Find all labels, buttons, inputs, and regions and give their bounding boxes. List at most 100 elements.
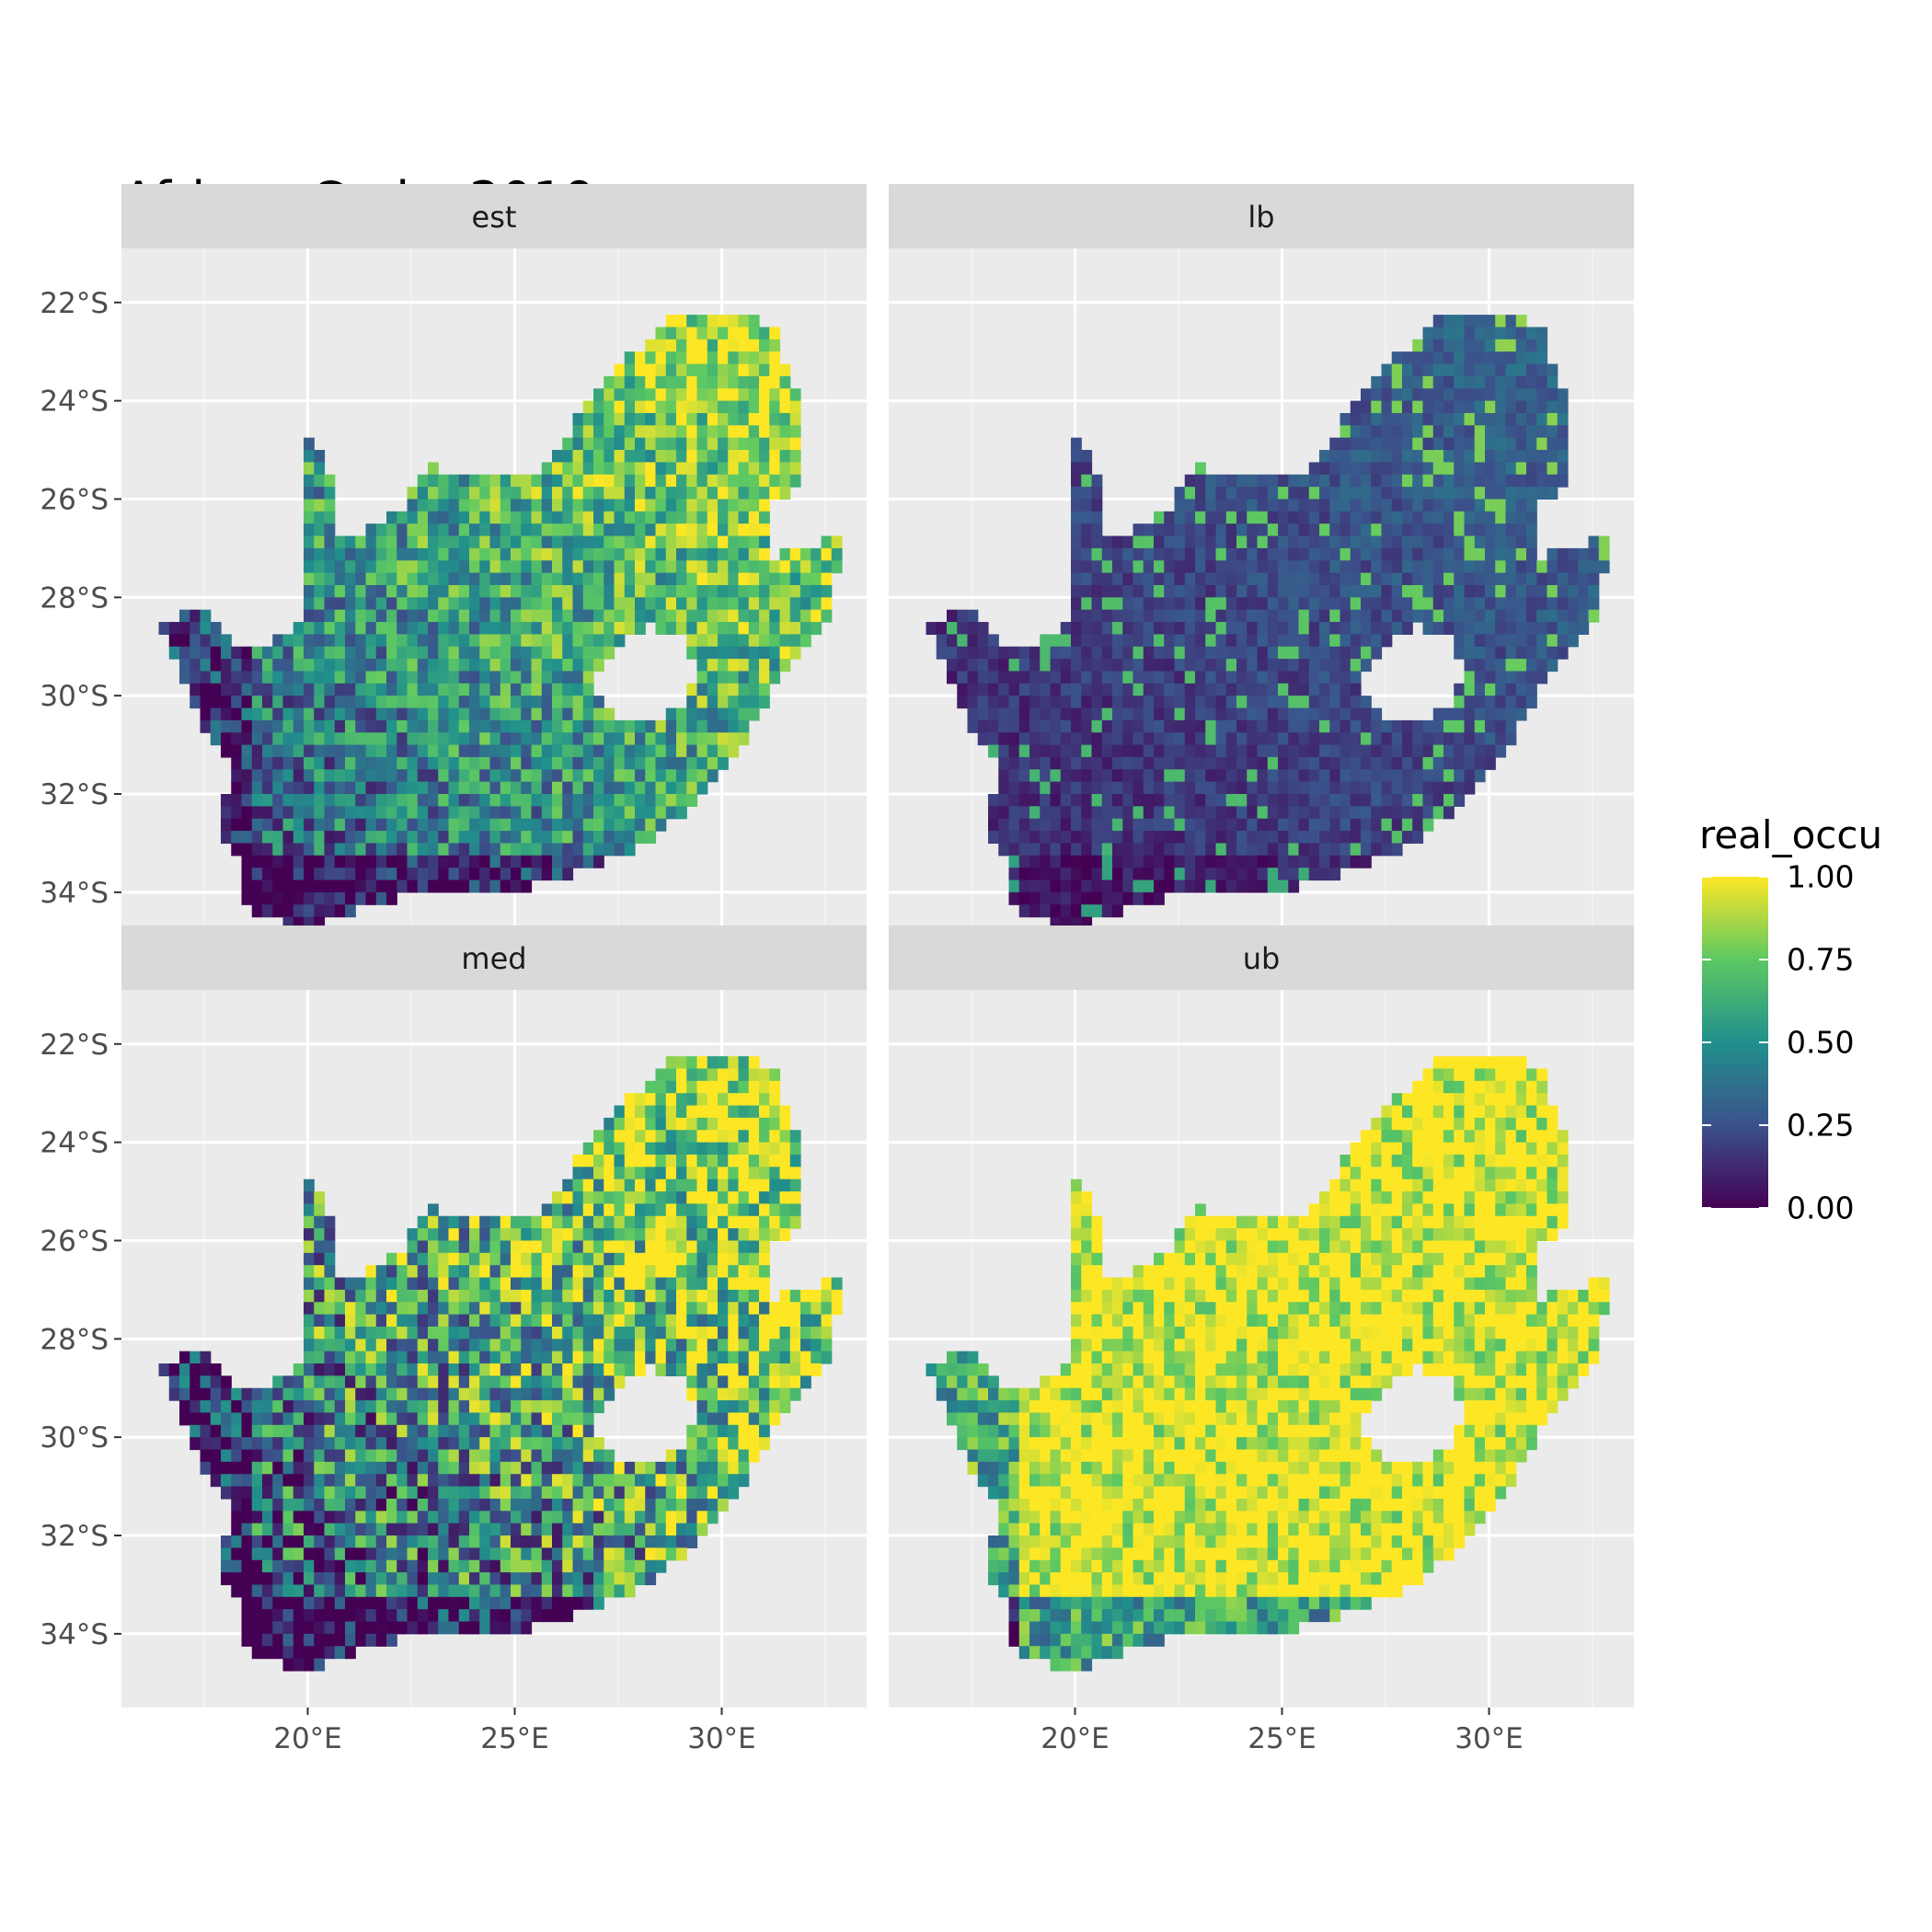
raster-cell <box>738 412 750 426</box>
raster-cell <box>1454 474 1466 488</box>
raster-cell <box>334 622 346 635</box>
raster-cell <box>1443 450 1455 463</box>
raster-cell <box>728 584 740 598</box>
raster-cell <box>718 1277 729 1291</box>
raster-cell <box>1081 880 1093 893</box>
raster-cell <box>707 696 719 709</box>
raster-cell <box>1319 622 1330 635</box>
raster-cell <box>1257 744 1269 758</box>
raster-cell <box>645 818 657 832</box>
raster-cell <box>221 707 232 721</box>
raster-cell <box>718 450 729 463</box>
raster-cell <box>1029 683 1041 696</box>
raster-cell <box>748 683 760 696</box>
raster-cell <box>1505 351 1517 365</box>
raster-cell <box>1350 523 1362 537</box>
raster-cell <box>304 523 315 537</box>
raster-cell <box>397 511 408 524</box>
raster-cell <box>531 499 543 512</box>
raster-cell <box>458 523 470 537</box>
raster-cell <box>624 1105 636 1119</box>
raster-cell <box>355 1461 367 1475</box>
raster-cell <box>1422 794 1434 807</box>
raster-cell <box>521 646 533 660</box>
raster-cell <box>635 1363 646 1376</box>
raster-cell <box>293 1400 305 1414</box>
raster-cell <box>593 1363 604 1376</box>
raster-cell <box>738 547 750 561</box>
raster-cell <box>365 880 377 893</box>
raster-cell <box>1278 646 1289 660</box>
raster-cell <box>179 1351 190 1364</box>
raster-cell <box>314 1375 326 1389</box>
raster-cell <box>531 744 543 758</box>
occupancy-raster-lb <box>926 315 1610 930</box>
raster-cell <box>200 696 212 709</box>
raster-cell <box>1050 916 1062 930</box>
raster-cell <box>469 880 480 893</box>
raster-cell <box>707 634 719 648</box>
raster-cell <box>1215 572 1227 586</box>
raster-cell <box>1464 327 1476 340</box>
raster-cell <box>1205 535 1217 549</box>
raster-cell <box>1505 560 1517 574</box>
raster-cell <box>1422 732 1434 746</box>
raster-cell <box>251 769 263 783</box>
raster-cell <box>1018 696 1030 709</box>
raster-cell <box>759 425 770 439</box>
raster-cell <box>1308 659 1320 673</box>
raster-cell <box>696 474 708 488</box>
raster-cell <box>438 1302 450 1316</box>
raster-cell <box>676 1068 687 1082</box>
raster-cell <box>707 425 719 439</box>
raster-cell <box>635 744 646 758</box>
raster-cell <box>1505 719 1517 733</box>
raster-cell <box>655 437 667 451</box>
raster-cell <box>635 474 646 488</box>
raster-cell <box>728 1154 740 1167</box>
raster-cell <box>1184 671 1196 684</box>
raster-cell <box>789 1363 801 1376</box>
raster-cell <box>1536 572 1548 586</box>
raster-cell <box>769 1117 781 1131</box>
raster-cell <box>1060 855 1072 868</box>
raster-cell <box>1474 744 1486 758</box>
raster-cell <box>738 511 750 524</box>
raster-cell <box>272 868 284 881</box>
raster-cell <box>1464 425 1476 439</box>
raster-cell <box>355 659 367 673</box>
raster-cell <box>541 523 553 537</box>
raster-cell <box>314 560 326 574</box>
raster-cell <box>407 831 419 845</box>
raster-cell <box>1505 499 1517 512</box>
raster-cell <box>334 584 346 598</box>
raster-cell <box>1205 831 1217 845</box>
raster-cell <box>1361 388 1372 402</box>
raster-cell <box>428 1363 439 1376</box>
raster-cell <box>1505 363 1517 377</box>
raster-cell <box>1340 744 1351 758</box>
raster-cell <box>386 868 397 881</box>
raster-cell <box>365 1339 377 1352</box>
raster-cell <box>562 732 574 746</box>
raster-cell <box>1225 560 1237 574</box>
raster-cell <box>718 1215 729 1229</box>
raster-cell <box>448 756 460 770</box>
raster-cell <box>282 1461 294 1475</box>
raster-cell <box>355 560 367 574</box>
raster-cell <box>552 584 563 598</box>
raster-cell <box>1505 609 1517 623</box>
raster-cell <box>168 1363 180 1376</box>
raster-cell <box>1164 831 1176 845</box>
raster-cell <box>582 450 594 463</box>
raster-cell <box>738 1424 750 1438</box>
raster-cell <box>375 683 387 696</box>
raster-cell <box>1340 646 1351 660</box>
raster-cell <box>1133 855 1144 868</box>
raster-cell <box>707 683 719 696</box>
raster-cell <box>1350 831 1362 845</box>
raster-cell <box>417 1314 429 1328</box>
raster-cell <box>718 1142 729 1156</box>
raster-cell <box>1340 412 1351 426</box>
raster-cell <box>1432 400 1444 414</box>
